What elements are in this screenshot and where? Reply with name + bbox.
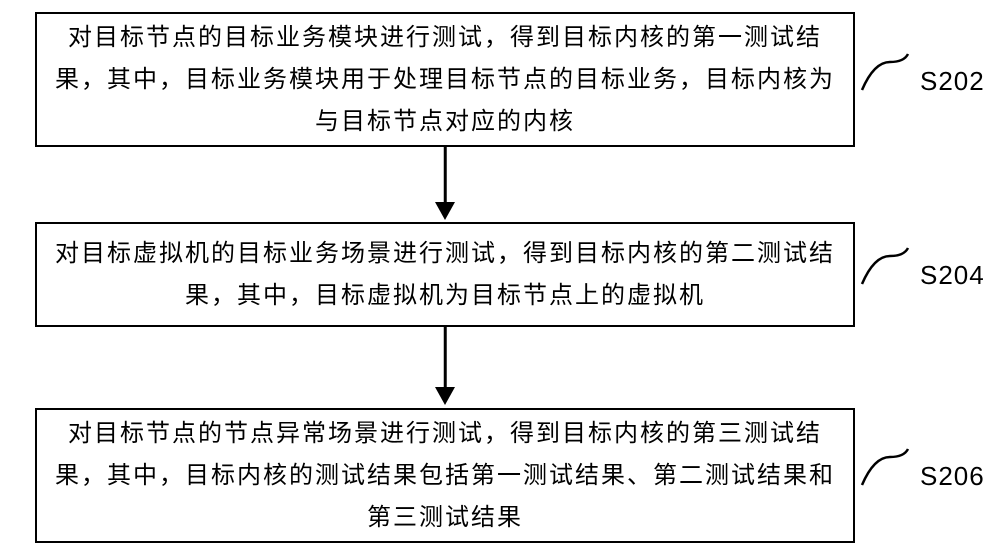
step-text-s202: 对目标节点的目标业务模块进行测试，得到目标内核的第一测试结果，其中，目标业务模块… bbox=[55, 17, 835, 143]
step-box-s202: 对目标节点的目标业务模块进行测试，得到目标内核的第一测试结果，其中，目标业务模块… bbox=[35, 12, 855, 147]
flowchart-container: 对目标节点的目标业务模块进行测试，得到目标内核的第一测试结果，其中，目标业务模块… bbox=[0, 0, 1000, 558]
bracket-s202 bbox=[860, 52, 910, 92]
step-text-s206: 对目标节点的节点异常场景进行测试，得到目标内核的第三测试结果，其中，目标内核的测… bbox=[55, 413, 835, 539]
bracket-s206 bbox=[860, 447, 910, 487]
step-text-s204: 对目标虚拟机的目标业务场景进行测试，得到目标内核的第二测试结果，其中，目标虚拟机… bbox=[55, 233, 835, 317]
arrow-head-1 bbox=[435, 202, 455, 220]
step-box-s206: 对目标节点的节点异常场景进行测试，得到目标内核的第三测试结果，其中，目标内核的测… bbox=[35, 408, 855, 543]
step-label-s206: S206 bbox=[920, 461, 985, 492]
arrow-line-1 bbox=[444, 147, 447, 202]
arrow-line-2 bbox=[444, 327, 447, 387]
arrow-head-2 bbox=[435, 387, 455, 405]
step-box-s204: 对目标虚拟机的目标业务场景进行测试，得到目标内核的第二测试结果，其中，目标虚拟机… bbox=[35, 222, 855, 327]
bracket-s204 bbox=[860, 246, 910, 286]
step-label-s204: S204 bbox=[920, 260, 985, 291]
step-label-s202: S202 bbox=[920, 66, 985, 97]
